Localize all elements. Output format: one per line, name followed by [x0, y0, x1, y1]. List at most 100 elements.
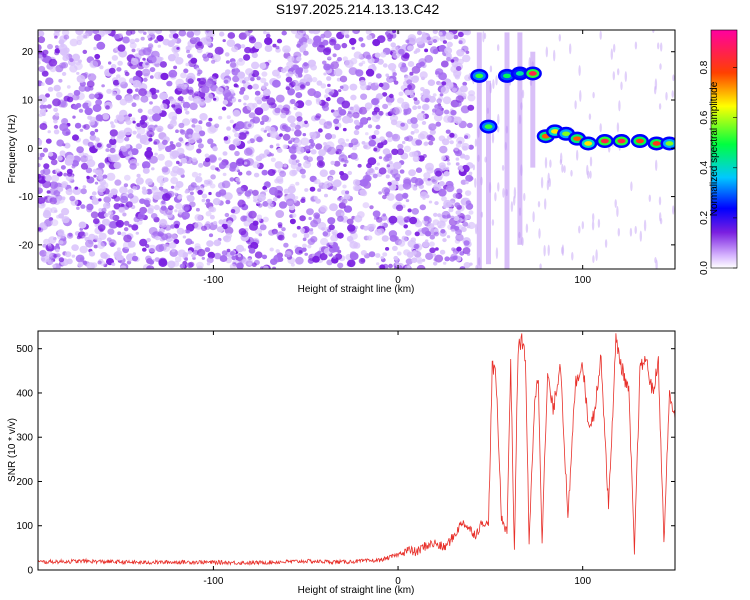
noise-speck [338, 89, 342, 93]
noise-speck [154, 235, 160, 241]
noise-speck [190, 57, 198, 64]
noise-speck [225, 199, 231, 205]
noise-speck [145, 255, 152, 262]
noise-speck [146, 35, 151, 39]
noise-speck [415, 167, 423, 173]
noise-speck [199, 113, 208, 121]
noise-speck [385, 31, 389, 35]
noise-speck [118, 203, 124, 208]
noise-speck [155, 244, 165, 253]
spectrogram-xtick-label: -100 [203, 275, 223, 286]
noise-speck [272, 230, 277, 235]
noise-speck [184, 206, 189, 212]
noise-speck [440, 229, 446, 234]
noise-speck [222, 99, 229, 105]
noise-speck [149, 101, 153, 105]
noise-speck [362, 178, 369, 185]
noise-speck [474, 223, 478, 235]
noise-speck [433, 212, 438, 217]
noise-speck [460, 179, 467, 185]
noise-speck [434, 104, 440, 109]
noise-speck [124, 95, 134, 104]
noise-speck [387, 137, 393, 143]
noise-speck [238, 57, 243, 62]
noise-speck [267, 59, 272, 64]
noise-speck [404, 89, 411, 96]
noise-speck [354, 125, 360, 130]
noise-speck [414, 231, 420, 237]
noise-speck [367, 157, 377, 166]
noise-speck [387, 101, 392, 106]
noise-speck [53, 119, 58, 124]
noise-speck [251, 262, 257, 268]
noise-speck [376, 262, 380, 266]
noise-speck [419, 191, 428, 199]
noise-speck [373, 216, 378, 220]
noise-speck [204, 202, 209, 206]
noise-speck [135, 231, 139, 235]
noise-speck [411, 208, 419, 215]
noise-speck [482, 31, 485, 43]
noise-speck [544, 157, 548, 169]
noise-speck [207, 52, 214, 59]
noise-speck [147, 30, 156, 35]
noise-speck [229, 165, 236, 172]
noise-speck [218, 189, 227, 196]
noise-speck [335, 148, 342, 155]
noise-speck [455, 229, 462, 236]
noise-speck [570, 169, 573, 177]
noise-speck [578, 225, 581, 234]
noise-speck [56, 139, 65, 147]
noise-speck [126, 88, 133, 94]
noise-speck [275, 210, 285, 218]
noise-speck [410, 131, 415, 135]
noise-speck [330, 134, 337, 139]
snr-ytick-label: 0 [27, 566, 33, 577]
noise-speck [88, 251, 96, 257]
noise-speck [188, 184, 195, 191]
noise-speck [159, 61, 167, 68]
noise-speck [212, 146, 218, 152]
noise-speck [432, 30, 438, 35]
noise-speck [337, 262, 344, 269]
noise-speck [428, 241, 435, 247]
noise-speck [419, 71, 428, 79]
noise-speck [222, 39, 226, 43]
noise-speck [180, 72, 187, 79]
noise-speck [197, 143, 204, 149]
noise-speck [185, 238, 193, 245]
noise-speck [393, 161, 402, 170]
noise-speck [193, 124, 203, 133]
snr-series-line [38, 333, 675, 566]
noise-speck [270, 157, 276, 163]
noise-speck [385, 174, 390, 179]
noise-speck [460, 226, 467, 233]
noise-speck [440, 60, 449, 68]
noise-speck [438, 72, 447, 81]
noise-speck [182, 101, 191, 109]
noise-speck [367, 116, 372, 121]
noise-speck [187, 30, 192, 33]
noise-speck [396, 251, 402, 256]
noise-speck [379, 222, 384, 227]
feature-core [652, 141, 661, 146]
noise-speck [648, 194, 651, 203]
snr-ytick-label: 400 [16, 388, 33, 399]
noise-speck [313, 212, 321, 219]
noise-speck [592, 255, 595, 264]
noise-speck [344, 59, 354, 68]
noise-speck [132, 80, 141, 88]
noise-speck [387, 63, 397, 71]
noise-speck [261, 254, 268, 260]
noise-speck [226, 39, 236, 47]
noise-speck [262, 216, 269, 223]
noise-speck [71, 244, 79, 252]
noise-speck [57, 186, 64, 192]
noise-speck [453, 215, 460, 222]
noise-speck [358, 62, 363, 67]
noise-speck [234, 132, 240, 138]
noise-speck [455, 142, 462, 148]
noise-speck [181, 229, 187, 234]
noise-speck [256, 76, 261, 81]
